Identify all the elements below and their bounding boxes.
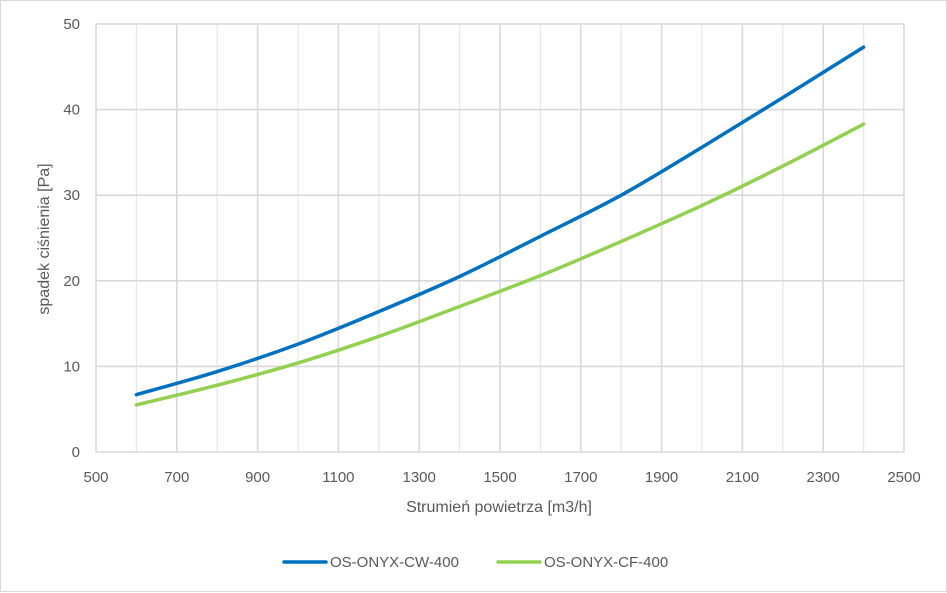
y-tick-label: 30 — [63, 187, 80, 204]
legend-label: OS-ONYX-CW-400 — [330, 554, 459, 571]
x-tick-label: 2500 — [887, 469, 920, 486]
x-tick-label: 1500 — [483, 469, 516, 486]
x-tick-label: 2100 — [726, 469, 759, 486]
gridlines — [95, 23, 905, 453]
legend: OS-ONYX-CW-400 OS-ONYX-CF-400 — [282, 554, 668, 571]
x-tick-label: 700 — [164, 469, 189, 486]
x-tick-label: 1700 — [564, 469, 597, 486]
x-tick-label: 500 — [83, 469, 108, 486]
series-line-1 — [134, 45, 866, 397]
x-axis-ticks: 500 700 900 1100 1300 1500 1700 1900 2100 2300 250… — [83, 469, 920, 486]
series-line-2 — [134, 122, 866, 407]
x-tick-label: 2300 — [807, 469, 840, 486]
x-tick-label: 1900 — [645, 469, 678, 486]
y-tick-label: 20 — [63, 273, 80, 290]
y-tick-label: 10 — [63, 358, 80, 375]
x-axis-title: Strumień powietrza [m3/h] — [406, 499, 592, 516]
y-axis-ticks: 0 10 20 30 40 50 — [63, 16, 80, 461]
x-tick-label: 1300 — [403, 469, 436, 486]
y-axis-title: spadek ciśnienia [Pa] — [36, 163, 53, 314]
series-lines — [134, 45, 866, 407]
legend-label: OS-ONYX-CF-400 — [544, 554, 668, 571]
x-tick-label: 1100 — [322, 469, 354, 486]
y-tick-label: 0 — [72, 444, 80, 461]
y-tick-label: 50 — [63, 16, 80, 33]
y-tick-label: 40 — [63, 102, 80, 119]
x-tick-label: 900 — [245, 469, 270, 486]
